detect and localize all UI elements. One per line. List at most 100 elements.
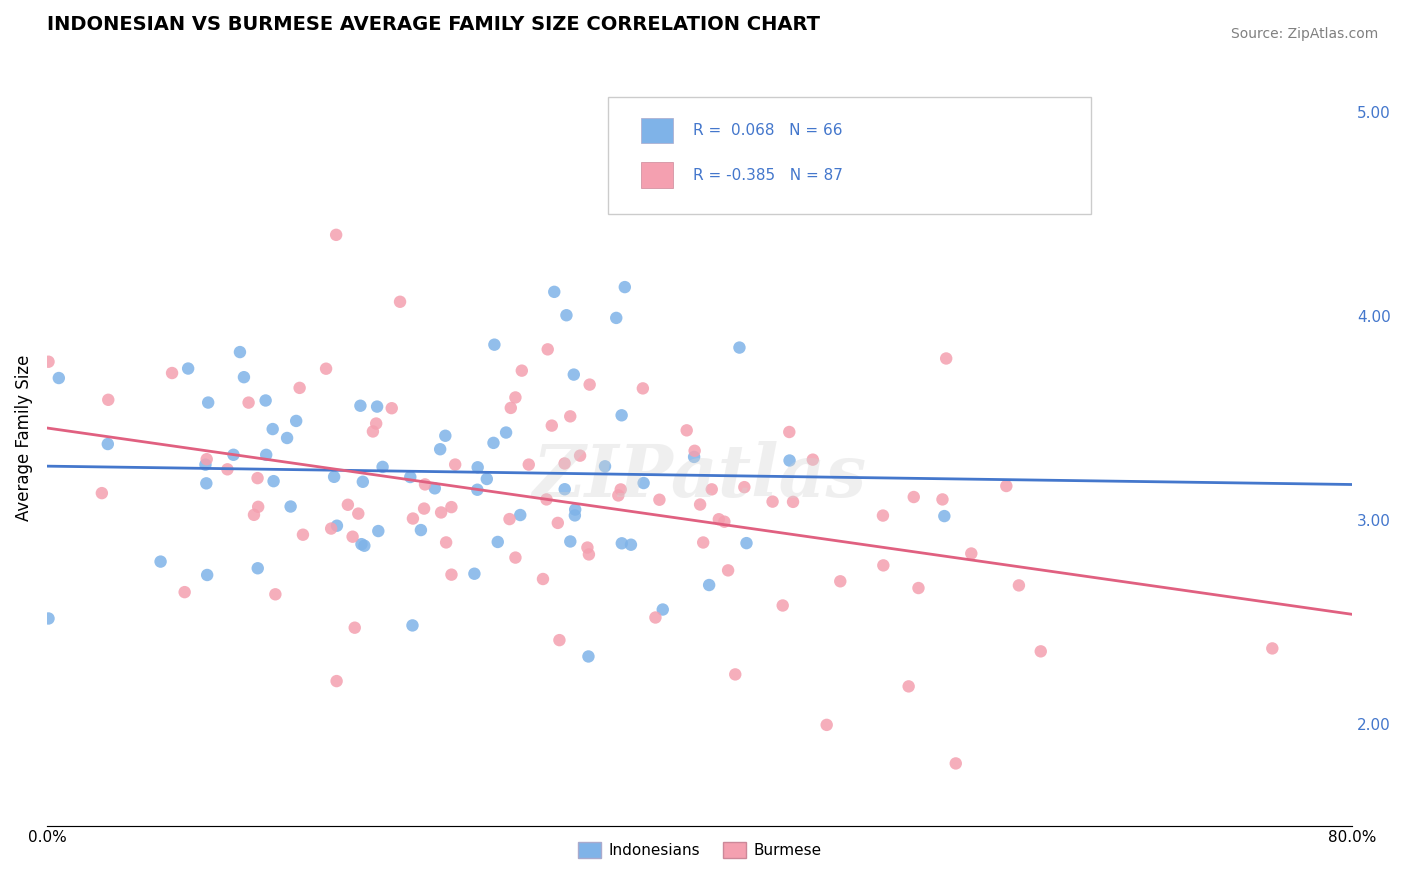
Point — [467, 483, 489, 497]
Point — [717, 563, 740, 577]
Point — [160, 366, 183, 380]
Point — [761, 494, 783, 508]
FancyBboxPatch shape — [609, 97, 1091, 213]
Point — [254, 448, 277, 462]
Point — [1029, 644, 1052, 658]
Point — [651, 602, 673, 616]
Point — [276, 431, 298, 445]
Point — [560, 409, 582, 424]
Point — [692, 535, 714, 549]
Point — [229, 345, 252, 359]
Point — [505, 550, 527, 565]
Point — [633, 476, 655, 491]
Point — [537, 343, 560, 357]
Point — [578, 548, 600, 562]
Point — [576, 541, 599, 555]
Point — [325, 674, 347, 689]
Point — [815, 718, 838, 732]
Point — [413, 477, 436, 491]
Point — [644, 610, 666, 624]
Point — [554, 482, 576, 496]
Point — [801, 452, 824, 467]
Point — [222, 448, 245, 462]
Point — [463, 566, 485, 581]
Point — [543, 285, 565, 299]
Point — [243, 508, 266, 522]
Point — [548, 633, 571, 648]
Point — [560, 534, 582, 549]
Point — [195, 452, 218, 467]
Point — [434, 429, 457, 443]
Text: Source: ZipAtlas.com: Source: ZipAtlas.com — [1230, 27, 1378, 41]
Point — [713, 515, 735, 529]
Point — [931, 492, 953, 507]
Point — [423, 481, 446, 495]
Point — [177, 361, 200, 376]
Point — [315, 361, 337, 376]
Point — [631, 381, 654, 395]
Point — [564, 502, 586, 516]
Point — [689, 498, 711, 512]
Point — [409, 523, 432, 537]
Point — [578, 377, 600, 392]
Point — [903, 490, 925, 504]
Point — [371, 459, 394, 474]
Point — [935, 351, 957, 366]
Point — [593, 459, 616, 474]
Point — [361, 425, 384, 439]
Point — [555, 308, 578, 322]
Point — [495, 425, 517, 440]
Point — [97, 437, 120, 451]
Point — [280, 500, 302, 514]
Point — [429, 442, 451, 457]
Point — [434, 535, 457, 549]
Point — [413, 501, 436, 516]
Point — [321, 522, 343, 536]
Point — [246, 561, 269, 575]
Point — [733, 480, 755, 494]
Point — [578, 649, 600, 664]
Point — [517, 458, 540, 472]
Point — [1261, 641, 1284, 656]
Point — [510, 364, 533, 378]
Point — [353, 539, 375, 553]
Point — [554, 457, 576, 471]
FancyBboxPatch shape — [641, 118, 673, 144]
Point — [291, 527, 314, 541]
Point — [336, 498, 359, 512]
Point — [995, 479, 1018, 493]
Text: INDONESIAN VS BURMESE AVERAGE FAMILY SIZE CORRELATION CHART: INDONESIAN VS BURMESE AVERAGE FAMILY SIZ… — [46, 15, 820, 34]
Point — [547, 516, 569, 530]
Point — [675, 423, 697, 437]
Point — [444, 458, 467, 472]
Legend: Indonesians, Burmese: Indonesians, Burmese — [572, 836, 828, 864]
Point — [343, 621, 366, 635]
Point — [782, 495, 804, 509]
Point — [288, 381, 311, 395]
Point — [531, 572, 554, 586]
Point — [960, 547, 983, 561]
Point — [326, 518, 349, 533]
Point — [475, 472, 498, 486]
Point — [366, 400, 388, 414]
Point — [569, 449, 592, 463]
Point — [366, 417, 388, 431]
Point — [197, 395, 219, 409]
Point — [173, 585, 195, 599]
Point — [683, 450, 706, 464]
Point — [562, 368, 585, 382]
Point — [430, 506, 453, 520]
Point — [610, 536, 633, 550]
Point — [238, 395, 260, 409]
Point — [934, 509, 956, 524]
Point — [349, 399, 371, 413]
Point — [149, 555, 172, 569]
Point — [609, 483, 631, 497]
Point — [217, 462, 239, 476]
Point — [440, 500, 463, 515]
Point — [254, 393, 277, 408]
Point — [97, 392, 120, 407]
Point — [724, 667, 747, 681]
Point — [347, 507, 370, 521]
Point — [467, 460, 489, 475]
